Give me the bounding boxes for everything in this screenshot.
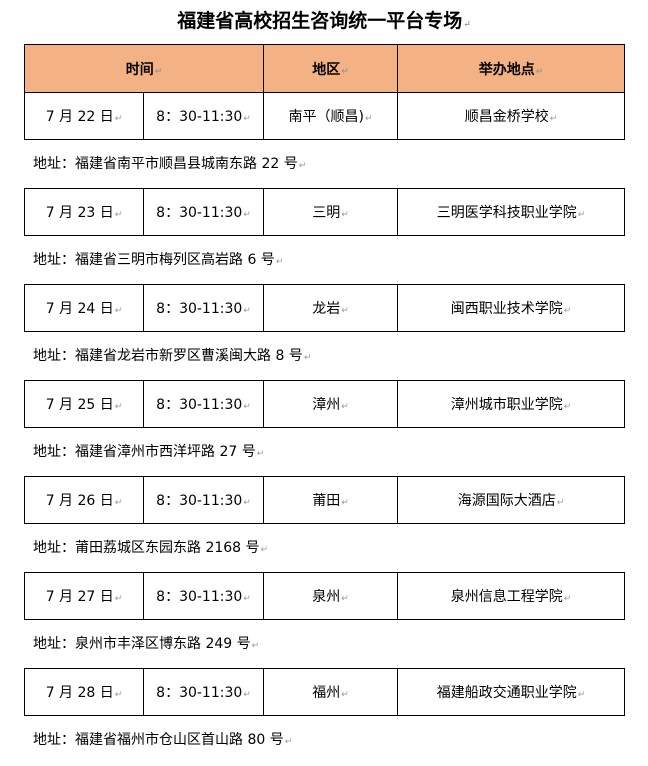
cell-time: 8：30-11:30↵ (143, 476, 264, 524)
header-time: 时间↵ (23, 44, 265, 93)
session-row: 7 月 28 日↵ 8：30-11:30↵ 福州↵ 福建船政交通职业学院↵ (24, 668, 625, 716)
cell-time: 8：30-11:30↵ (143, 572, 264, 620)
cell-time: 8：30-11:30↵ (142, 92, 265, 140)
cell-date: 7 月 25 日↵ (24, 380, 144, 428)
address-line: 地址：泉州市丰泽区博东路 249 号↵ (33, 636, 260, 652)
cell-time: 8：30-11:30↵ (143, 380, 264, 428)
address-line: 地址：福建省龙岩市新罗区曹溪闽大路 8 号↵ (33, 348, 312, 364)
cell-region: 莆田↵ (263, 476, 398, 524)
cell-time: 8：30-11:30↵ (143, 668, 264, 716)
cell-venue: 顺昌金桥学校↵ (397, 92, 626, 140)
session-row: 7 月 24 日↵ 8：30-11:30↵ 龙岩↵ 闽西职业技术学院↵ (24, 284, 625, 332)
cell-date: 7 月 24 日↵ (24, 284, 144, 332)
address-line: 地址：福建省漳州市西洋坪路 27 号↵ (33, 444, 265, 460)
cell-region: 泉州↵ (263, 572, 398, 620)
session-table: 7 月 26 日↵ 8：30-11:30↵ 莆田↵ 海源国际大酒店↵ (24, 476, 625, 524)
session-table: 7 月 24 日↵ 8：30-11:30↵ 龙岩↵ 闽西职业技术学院↵ (24, 284, 625, 332)
cell-venue: 福建船政交通职业学院↵ (397, 668, 625, 716)
cell-date: 7 月 22 日↵ (24, 92, 144, 140)
cell-venue: 海源国际大酒店↵ (397, 476, 625, 524)
cell-date: 7 月 26 日↵ (24, 476, 144, 524)
cell-region: 福州↵ (263, 668, 398, 716)
session-row: 7 月 26 日↵ 8：30-11:30↵ 莆田↵ 海源国际大酒店↵ (24, 476, 625, 524)
session-table: 7 月 25 日↵ 8：30-11:30↵ 漳州↵ 漳州城市职业学院↵ (24, 380, 625, 428)
session-row: 7 月 27 日↵ 8：30-11:30↵ 泉州↵ 泉州信息工程学院↵ (24, 572, 625, 620)
header-row: 时间↵ 地区↵ 举办地点↵ (23, 44, 626, 93)
session-row: 7 月 23 日↵ 8：30-11:30↵ 三明↵ 三明医学科技职业学院↵ (24, 188, 625, 236)
cell-region: 南平（顺昌)↵ (263, 92, 399, 140)
address-line: 地址：福建省南平市顺昌县城南东路 22 号↵ (33, 156, 307, 172)
cell-date: 7 月 27 日↵ (24, 572, 144, 620)
header-region: 地区↵ (263, 44, 399, 93)
session-row: 7 月 22 日↵ 8：30-11:30↵ 南平（顺昌)↵ 顺昌金桥学校↵ (24, 92, 626, 140)
cell-region: 漳州↵ (263, 380, 398, 428)
cell-region: 三明↵ (263, 188, 398, 236)
address-line: 地址：福建省三明市梅列区高岩路 6 号↵ (33, 252, 284, 268)
session-row: 7 月 25 日↵ 8：30-11:30↵ 漳州↵ 漳州城市职业学院↵ (24, 380, 625, 428)
cell-date: 7 月 28 日↵ (24, 668, 144, 716)
cell-region: 龙岩↵ (263, 284, 398, 332)
session-table: 7 月 27 日↵ 8：30-11:30↵ 泉州↵ 泉州信息工程学院↵ (24, 572, 625, 620)
cell-venue: 三明医学科技职业学院↵ (397, 188, 625, 236)
header-table: 时间↵ 地区↵ 举办地点↵ 7 月 22 日↵ 8：30-11:30↵ 南平（顺昌)… (23, 44, 626, 140)
cell-time: 8：30-11:30↵ (143, 188, 264, 236)
cell-venue: 漳州城市职业学院↵ (397, 380, 625, 428)
session-table: 7 月 28 日↵ 8：30-11:30↵ 福州↵ 福建船政交通职业学院↵ (24, 668, 625, 716)
session-table: 7 月 23 日↵ 8：30-11:30↵ 三明↵ 三明医学科技职业学院↵ (24, 188, 625, 236)
cell-date: 7 月 23 日↵ (24, 188, 144, 236)
schedule: 时间↵ 地区↵ 举办地点↵ 7 月 22 日↵ 8：30-11:30↵ 南平（顺昌)… (23, 44, 626, 764)
cell-venue: 泉州信息工程学院↵ (397, 572, 625, 620)
address-line: 地址：福建省福州市仓山区首山路 80 号↵ (33, 732, 293, 748)
document-title: 福建省高校招生咨询统一平台专场↵ (177, 10, 471, 32)
cell-time: 8：30-11:30↵ (143, 284, 264, 332)
header-venue: 举办地点↵ (397, 44, 626, 93)
cell-venue: 闽西职业技术学院↵ (397, 284, 625, 332)
address-line: 地址：莆田荔城区东园东路 2168 号↵ (33, 540, 269, 556)
